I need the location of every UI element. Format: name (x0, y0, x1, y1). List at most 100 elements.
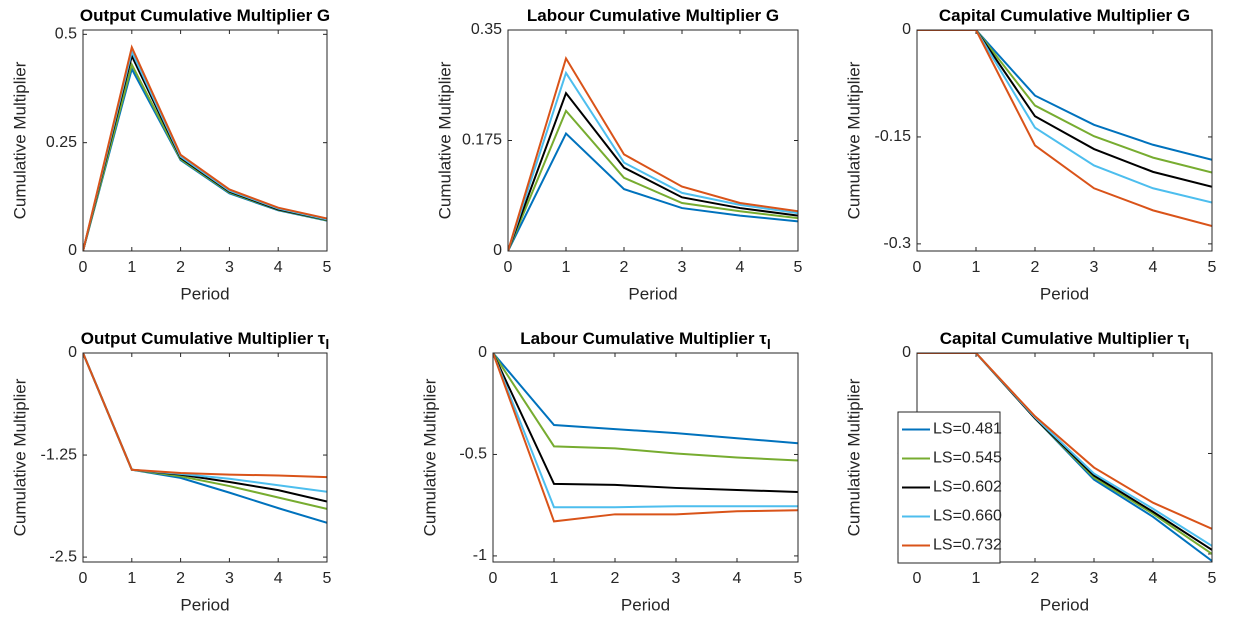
x-tick-label: 1 (127, 570, 136, 587)
series-line (83, 48, 327, 251)
x-tick-label: 5 (323, 259, 332, 276)
series-line (917, 30, 1212, 228)
y-axis-label: Cumulative Multiplier (10, 61, 29, 219)
series-line (917, 353, 1212, 530)
y-axis-label: Cumulative Multiplier (435, 61, 454, 219)
plot-area (917, 30, 1212, 228)
x-tick-label: 3 (1090, 570, 1099, 587)
x-tick-label: 1 (127, 259, 136, 276)
x-axis-label: Period (1040, 595, 1089, 614)
y-axis-label: Cumulative Multiplier (10, 378, 29, 536)
chart-title: Labour Cumulative Multiplier G (527, 6, 779, 25)
x-tick-label: 0 (489, 570, 498, 587)
axes-box (492, 352, 799, 563)
y-tick-label: -0.15 (875, 128, 912, 145)
x-tick-label: 0 (79, 570, 88, 587)
series-line (493, 353, 798, 445)
chart-title: Output Cumulative Multiplier τl (81, 329, 330, 351)
y-tick-label: 0 (902, 21, 911, 38)
x-tick-label: 4 (274, 259, 283, 276)
x-tick-label: 5 (794, 570, 803, 587)
x-tick-label: 2 (1031, 259, 1040, 276)
subplot: Capital Cumulative Multiplier τl Period Cu… (844, 329, 1216, 614)
chart-title: Labour Cumulative Multiplier τl (520, 329, 770, 351)
x-tick-label: 1 (562, 259, 571, 276)
x-axis-label: Period (628, 284, 677, 303)
x-tick-label: 4 (733, 570, 742, 587)
x-tick-label: 1 (550, 570, 559, 587)
series-line (493, 353, 798, 462)
series-line (83, 353, 327, 503)
x-axis-label: Period (180, 595, 229, 614)
x-tick-label: 0 (913, 259, 922, 276)
y-tick-label: 0.25 (46, 134, 77, 151)
y-tick-label: 0.35 (471, 21, 502, 38)
y-tick-label: 0.5 (55, 26, 77, 43)
x-tick-label: 2 (620, 259, 629, 276)
series-line (508, 108, 798, 251)
legend: LS=0.481 LS=0.545 LS=0.602 LS=0.660 LS=0.732 (897, 411, 1002, 564)
series-line (917, 353, 1212, 547)
plot-area (83, 353, 327, 524)
x-tick-label: 3 (225, 570, 234, 587)
series-line (493, 353, 798, 523)
y-tick-label: 0 (493, 242, 502, 259)
x-tick-label: 0 (504, 259, 513, 276)
series-line (83, 61, 327, 251)
series-line (508, 55, 798, 251)
series-line (83, 353, 327, 479)
x-axis-label: Period (1040, 284, 1089, 303)
x-tick-label: 0 (79, 259, 88, 276)
title-subscript: l (325, 336, 329, 352)
x-tick-label: 1 (972, 570, 981, 587)
y-axis-label: Cumulative Multiplier (844, 378, 863, 536)
series-line (917, 30, 1212, 188)
y-axis-label: Cumulative Multiplier (844, 61, 863, 219)
series-line (917, 353, 1212, 551)
y-tick-label: 0 (902, 344, 911, 361)
x-tick-label: 3 (1090, 259, 1099, 276)
plot-area (83, 44, 327, 251)
x-tick-label: 0 (913, 570, 922, 587)
x-tick-label: 3 (672, 570, 681, 587)
legend-label: LS=0.545 (933, 450, 1002, 467)
title-text: Output Cumulative Multiplier G (80, 6, 330, 25)
x-tick-label: 4 (274, 570, 283, 587)
axes-box (82, 29, 328, 252)
plot-area (508, 55, 798, 251)
x-tick-label: 2 (176, 259, 185, 276)
legend-label: LS=0.481 (933, 421, 1002, 438)
subplot: Capital Cumulative Multiplier G Period Cum… (844, 6, 1216, 303)
x-tick-label: 1 (972, 259, 981, 276)
chart-title: Output Cumulative Multiplier G (80, 6, 330, 25)
axes-box (916, 29, 1213, 252)
subplot: Output Cumulative Multiplier τl Period Cum… (10, 329, 331, 614)
x-tick-label: 4 (1149, 570, 1158, 587)
y-tick-label: 0 (68, 242, 77, 259)
title-text: Labour Cumulative Multiplier G (527, 6, 779, 25)
axes-box (82, 352, 328, 563)
title-subscript: l (1185, 336, 1189, 352)
x-tick-label: 4 (736, 259, 745, 276)
series-line (83, 353, 327, 493)
series-line (917, 30, 1212, 174)
series-line (83, 53, 327, 251)
x-tick-label: 3 (225, 259, 234, 276)
x-tick-label: 5 (794, 259, 803, 276)
subplot: Output Cumulative Multiplier G Period Cumu… (10, 6, 331, 303)
axes-box (507, 29, 799, 252)
title-text: Output Cumulative Multiplier τ (81, 329, 326, 348)
x-tick-label: 5 (323, 570, 332, 587)
series-line (83, 353, 327, 524)
y-tick-label: -0.3 (883, 235, 911, 252)
series-line (508, 91, 798, 251)
legend-label: LS=0.732 (933, 537, 1002, 554)
x-axis-label: Period (621, 595, 670, 614)
x-axis-label: Period (180, 284, 229, 303)
title-text: Capital Cumulative Multiplier G (939, 6, 1190, 25)
plot-area (917, 353, 1212, 562)
title-subscript: l (767, 336, 771, 352)
x-tick-label: 2 (176, 570, 185, 587)
y-tick-label: 0.175 (462, 132, 502, 149)
y-tick-label: 0 (478, 344, 487, 361)
